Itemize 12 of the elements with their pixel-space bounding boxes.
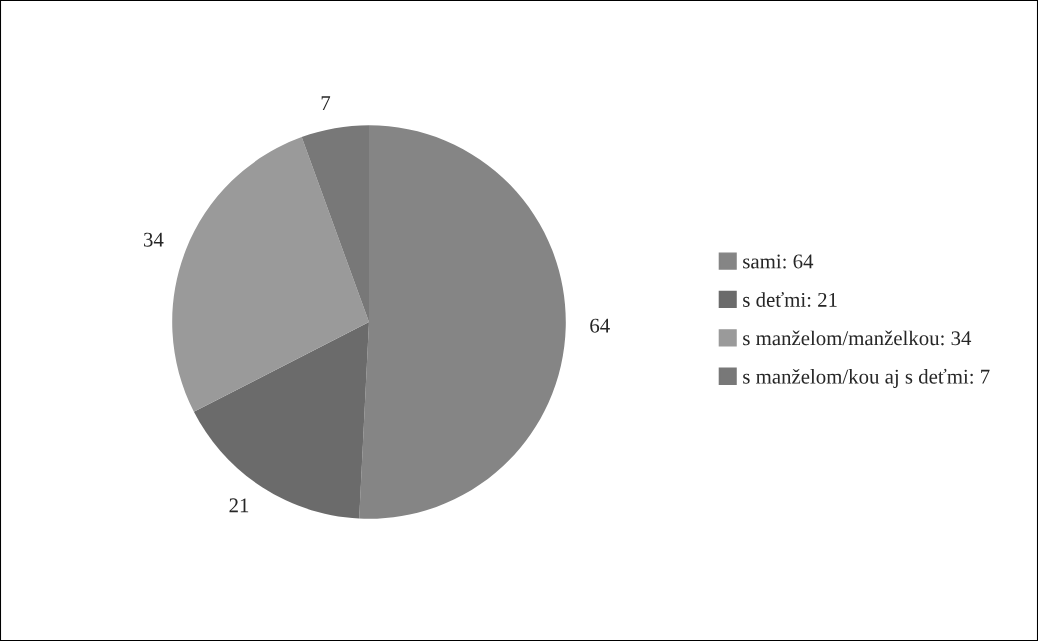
data-label: 64	[590, 318, 610, 333]
pie-slice	[301, 125, 369, 322]
legend-label: sami: 64	[743, 254, 814, 269]
data-label: 21	[229, 498, 249, 513]
pie-slice	[172, 137, 369, 412]
legend-label: s manželom/manželkou: 34	[743, 330, 972, 346]
pie-slice	[193, 322, 369, 519]
data-label: 34	[143, 232, 164, 247]
data-label: 7	[321, 96, 331, 110]
legend-label: s manželom/kou aj s deťmi: 7	[743, 368, 990, 388]
legend-label: s deťmi: 21	[743, 292, 837, 307]
pie-slice	[359, 125, 566, 519]
